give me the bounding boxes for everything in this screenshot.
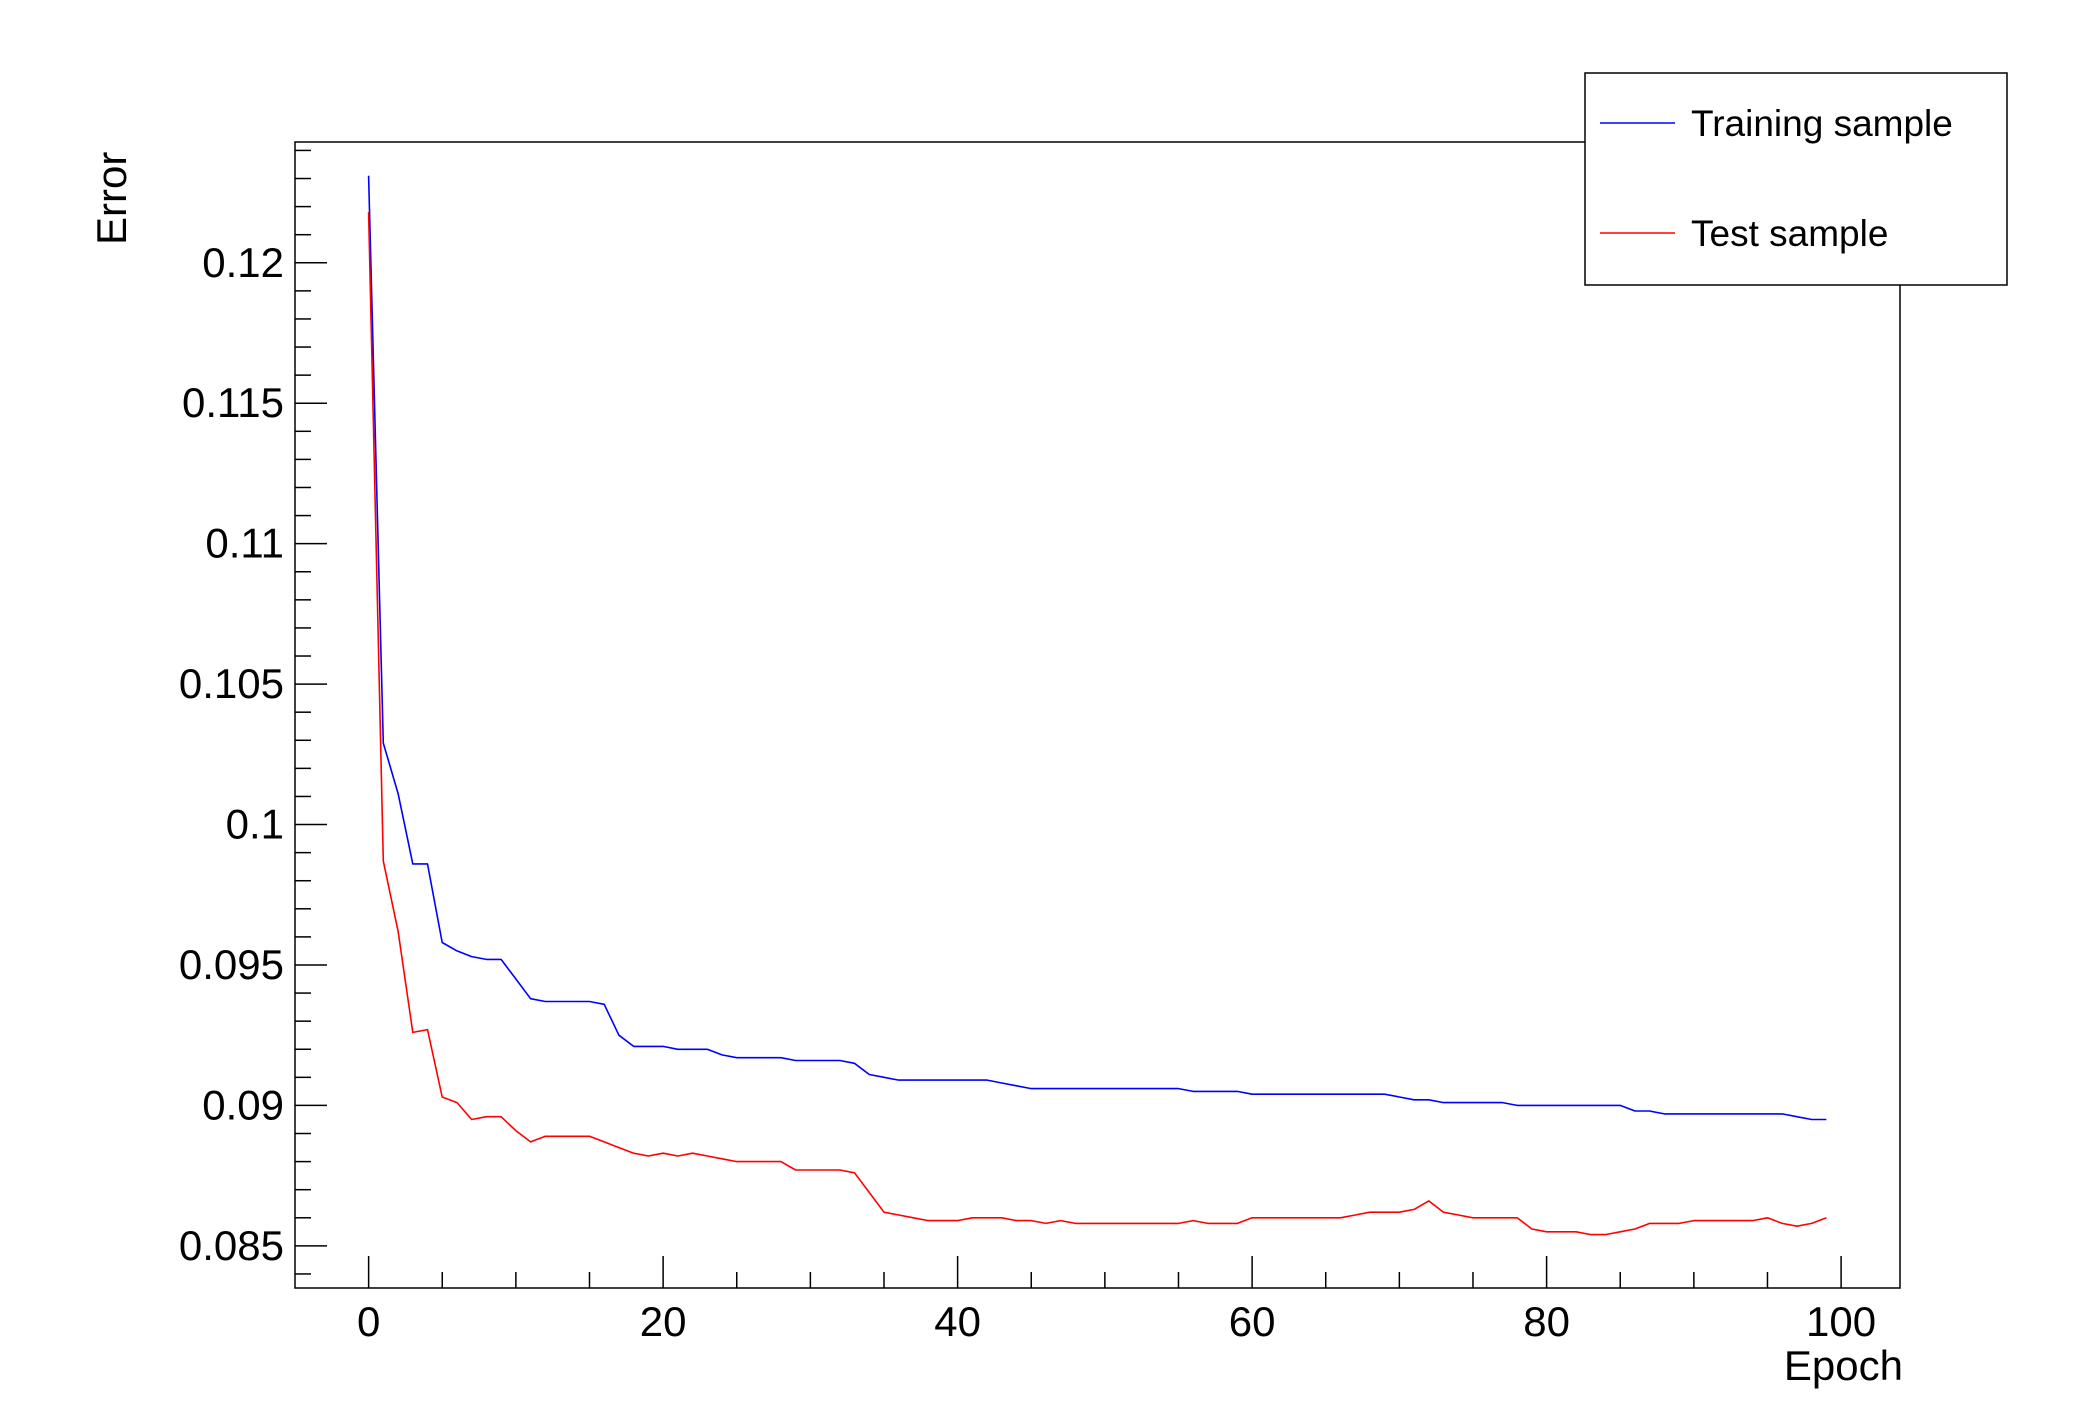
legend: Training sample Test sample (1584, 72, 2008, 286)
x-tick-label: 60 (1229, 1298, 1276, 1345)
x-axis-ticks: 0 20 40 60 80 100 (357, 1256, 1876, 1345)
legend-label-test: Test sample (1691, 213, 1888, 254)
legend-label-training: Training sample (1691, 103, 1953, 144)
y-tick-label: 0.085 (179, 1222, 284, 1269)
y-axis-label: Error (88, 152, 135, 245)
y-tick-label: 0.12 (202, 239, 284, 286)
y-axis-ticks: 0.085 0.09 0.095 0.1 0.105 0.11 0.115 0.12 (179, 149, 327, 1275)
x-tick-label: 40 (934, 1298, 981, 1345)
y-tick-label: 0.11 (205, 520, 284, 567)
y-tick-label: 0.09 (202, 1081, 284, 1128)
x-tick-label: 0 (357, 1298, 380, 1345)
y-tick-label: 0.1 (226, 801, 284, 848)
y-tick-label: 0.095 (179, 941, 284, 988)
x-tick-label: 80 (1523, 1298, 1570, 1345)
x-axis-label: Epoch (1784, 1342, 1903, 1389)
x-tick-label: 100 (1806, 1298, 1876, 1345)
y-tick-label: 0.105 (179, 660, 284, 707)
legend-box (1584, 72, 2008, 286)
x-tick-label: 20 (640, 1298, 687, 1345)
series-layer (367, 175, 1827, 1236)
series-line-test (367, 212, 1827, 1236)
series-line-training (367, 175, 1827, 1121)
plot-frame (294, 141, 1901, 1289)
y-tick-label: 0.115 (182, 379, 284, 426)
